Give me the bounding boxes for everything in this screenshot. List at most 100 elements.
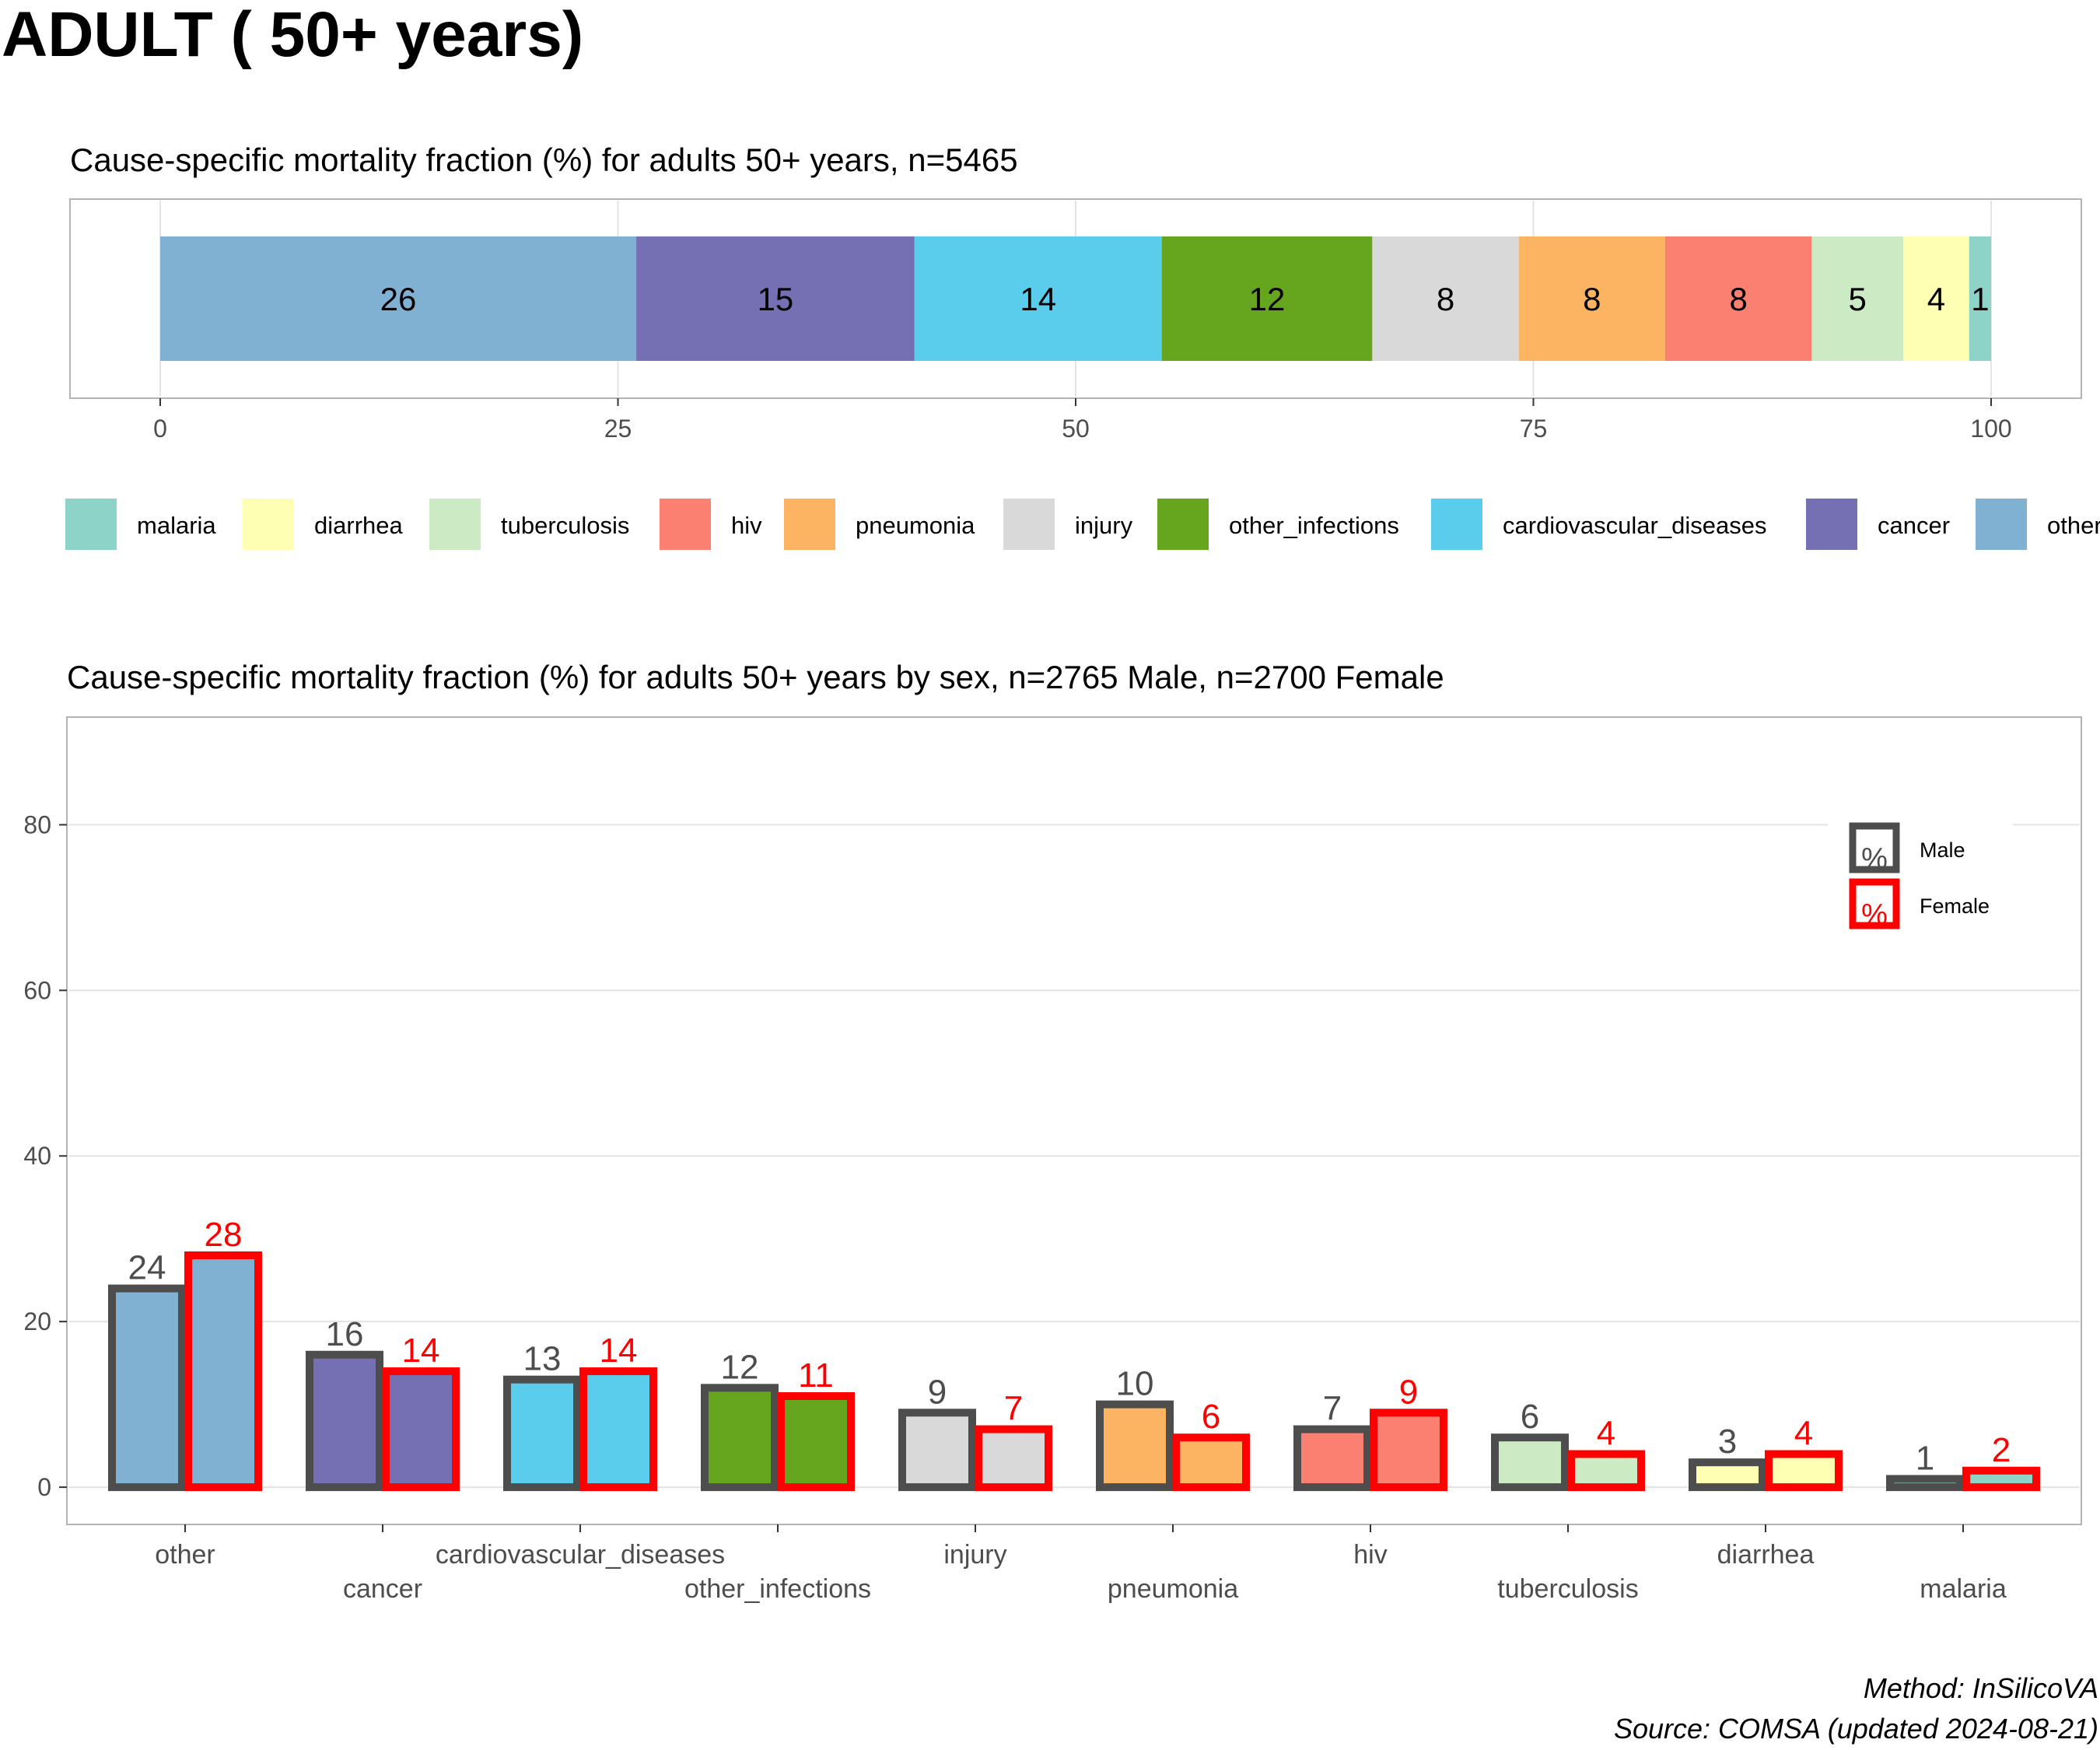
male-bar-injury bbox=[898, 1409, 976, 1492]
female-value-label-other: 28 bbox=[205, 1216, 243, 1254]
legend-key-injury bbox=[1003, 499, 1055, 550]
male-bar-diarrhea bbox=[1689, 1458, 1766, 1492]
female-value-label-pneumonia: 6 bbox=[1202, 1398, 1220, 1436]
overall-chart-title: Cause-specific mortality fraction (%) fo… bbox=[70, 142, 1018, 178]
overall-legend: malaria diarrhea tuberculosis hiv pneumonia i… bbox=[65, 499, 2100, 550]
male-value-label-hiv: 7 bbox=[1323, 1390, 1342, 1428]
legend-key-malaria bbox=[65, 499, 117, 550]
x-tick-label-cardiovascular-diseases: cardiovascular_diseases bbox=[436, 1540, 725, 1570]
legend-key-tuberculosis bbox=[429, 499, 481, 550]
male-bar-pneumonia bbox=[1096, 1400, 1174, 1492]
legend-key-other bbox=[1976, 499, 2027, 550]
male-value-label-other-infections: 12 bbox=[721, 1348, 759, 1386]
y-tick-label: 80 bbox=[23, 810, 51, 838]
legend-label-tuberculosis: tuberculosis bbox=[501, 512, 629, 539]
male-bar-cardiovascular-diseases bbox=[503, 1375, 581, 1492]
x-tick-label: 75 bbox=[1520, 415, 1548, 443]
male-value-label-diarrhea: 3 bbox=[1718, 1423, 1737, 1461]
segment-injury bbox=[1372, 236, 1519, 361]
y-tick-label: 40 bbox=[23, 1142, 51, 1170]
segment-label-pneumonia: 8 bbox=[1583, 281, 1601, 317]
segment-label-other-infections: 12 bbox=[1249, 281, 1286, 317]
male-legend-symbol: % bbox=[1861, 842, 1888, 875]
legend-key-pneumonia bbox=[784, 499, 835, 550]
female-value-label-tuberculosis: 4 bbox=[1597, 1415, 1615, 1453]
x-tick-label-malaria: malaria bbox=[1920, 1574, 2007, 1604]
legend-key-hiv bbox=[660, 499, 711, 550]
female-bar-pneumonia bbox=[1172, 1433, 1250, 1492]
page-title: ADULT ( 50+ years) bbox=[2, 0, 583, 70]
male-value-label-other: 24 bbox=[128, 1249, 166, 1287]
male-bar-cancer bbox=[306, 1350, 383, 1492]
legend-key-cardiovascular-diseases bbox=[1431, 499, 1482, 550]
female-legend-symbol: % bbox=[1861, 898, 1888, 931]
segment-malaria bbox=[1969, 236, 1991, 361]
x-tick-label: 100 bbox=[1970, 415, 2011, 443]
x-tick-label-other: other bbox=[155, 1540, 215, 1570]
male-value-label-cardiovascular-diseases: 13 bbox=[523, 1340, 562, 1378]
footer-source: Source: COMSA (updated 2024-08-21) bbox=[1614, 1713, 2098, 1745]
legend-label-malaria: malaria bbox=[137, 512, 216, 539]
segment-label-malaria: 1 bbox=[1971, 281, 1989, 317]
segment-cancer bbox=[636, 236, 915, 361]
female-value-label-diarrhea: 4 bbox=[1794, 1415, 1813, 1453]
female-value-label-other-infections: 11 bbox=[798, 1356, 834, 1395]
legend-key-other-infections bbox=[1157, 499, 1209, 550]
male-value-label-cancer: 16 bbox=[326, 1315, 364, 1353]
female-value-label-cancer: 14 bbox=[402, 1332, 440, 1370]
segment-other-infections bbox=[1161, 236, 1373, 361]
legend-label-other: other bbox=[2047, 512, 2100, 539]
female-bar-hiv bbox=[1370, 1409, 1447, 1492]
sex-axes: 0 20 40 60 80 other cancer cardiovascular_disea… bbox=[23, 810, 2006, 1604]
segment-cardiovascular-diseases bbox=[914, 236, 1162, 361]
female-value-label-cardiovascular-diseases: 14 bbox=[600, 1332, 638, 1370]
male-bar-hiv bbox=[1293, 1425, 1371, 1492]
x-tick-label-injury: injury bbox=[943, 1540, 1006, 1570]
sex-legend: % Male% Female bbox=[1828, 809, 2013, 941]
male-bar-other-infections bbox=[701, 1384, 779, 1492]
female-bar-cardiovascular-diseases bbox=[579, 1367, 657, 1492]
male-legend-label: Male bbox=[1920, 838, 1965, 862]
segment-label-cardiovascular-diseases: 14 bbox=[1020, 281, 1056, 317]
female-legend-key bbox=[1849, 878, 1900, 929]
segment-label-diarrhea: 4 bbox=[1927, 281, 1945, 317]
legend-label-injury: injury bbox=[1075, 512, 1133, 539]
female-value-label-injury: 7 bbox=[1004, 1390, 1023, 1428]
footer-method: Method: InSilicoVA bbox=[1864, 1672, 2098, 1704]
female-bar-malaria bbox=[1962, 1466, 2040, 1492]
male-bar-malaria bbox=[1886, 1475, 1964, 1492]
female-value-label-malaria: 2 bbox=[1992, 1431, 2011, 1469]
segment-tuberculosis bbox=[1811, 236, 1904, 361]
segment-label-hiv: 8 bbox=[1729, 281, 1747, 317]
x-tick-label-cancer: cancer bbox=[343, 1574, 422, 1604]
male-value-label-injury: 9 bbox=[928, 1373, 947, 1411]
x-tick-label-tuberculosis: tuberculosis bbox=[1497, 1574, 1638, 1604]
female-bar-other bbox=[184, 1251, 262, 1492]
legend-key-diarrhea bbox=[243, 499, 294, 550]
x-tick-label: 50 bbox=[1062, 415, 1090, 443]
male-value-label-tuberculosis: 6 bbox=[1521, 1398, 1539, 1436]
segment-pneumonia bbox=[1518, 236, 1665, 361]
female-legend-label: Female bbox=[1920, 894, 1990, 918]
x-tick-label-other-infections: other_infections bbox=[684, 1574, 871, 1604]
legend-label-hiv: hiv bbox=[731, 512, 762, 539]
x-tick-label: 25 bbox=[604, 415, 632, 443]
female-bar-other-infections bbox=[777, 1391, 855, 1492]
segment-other bbox=[160, 236, 637, 361]
female-bar-tuberculosis bbox=[1567, 1450, 1645, 1492]
female-bar-cancer bbox=[382, 1367, 460, 1492]
legend-label-cardiovascular-diseases: cardiovascular_diseases bbox=[1503, 512, 1766, 539]
legend-label-pneumonia: pneumonia bbox=[856, 512, 975, 539]
y-tick-label: 20 bbox=[23, 1307, 51, 1335]
y-tick-label: 0 bbox=[37, 1473, 51, 1501]
male-value-label-pneumonia: 10 bbox=[1116, 1365, 1154, 1403]
x-tick-label-pneumonia: pneumonia bbox=[1108, 1574, 1238, 1604]
overall-x-axis: 0 25 50 75 100 bbox=[153, 398, 2012, 443]
legend-label-other-infections: other_infections bbox=[1229, 512, 1399, 539]
segment-hiv bbox=[1664, 236, 1812, 361]
overall-bar-segments: 26 15 14 12 8 8 8 5 4 1 bbox=[160, 236, 1991, 361]
x-tick-label-hiv: hiv bbox=[1353, 1540, 1387, 1570]
male-bar-tuberculosis bbox=[1491, 1433, 1569, 1492]
sex-bars bbox=[108, 1251, 2040, 1492]
